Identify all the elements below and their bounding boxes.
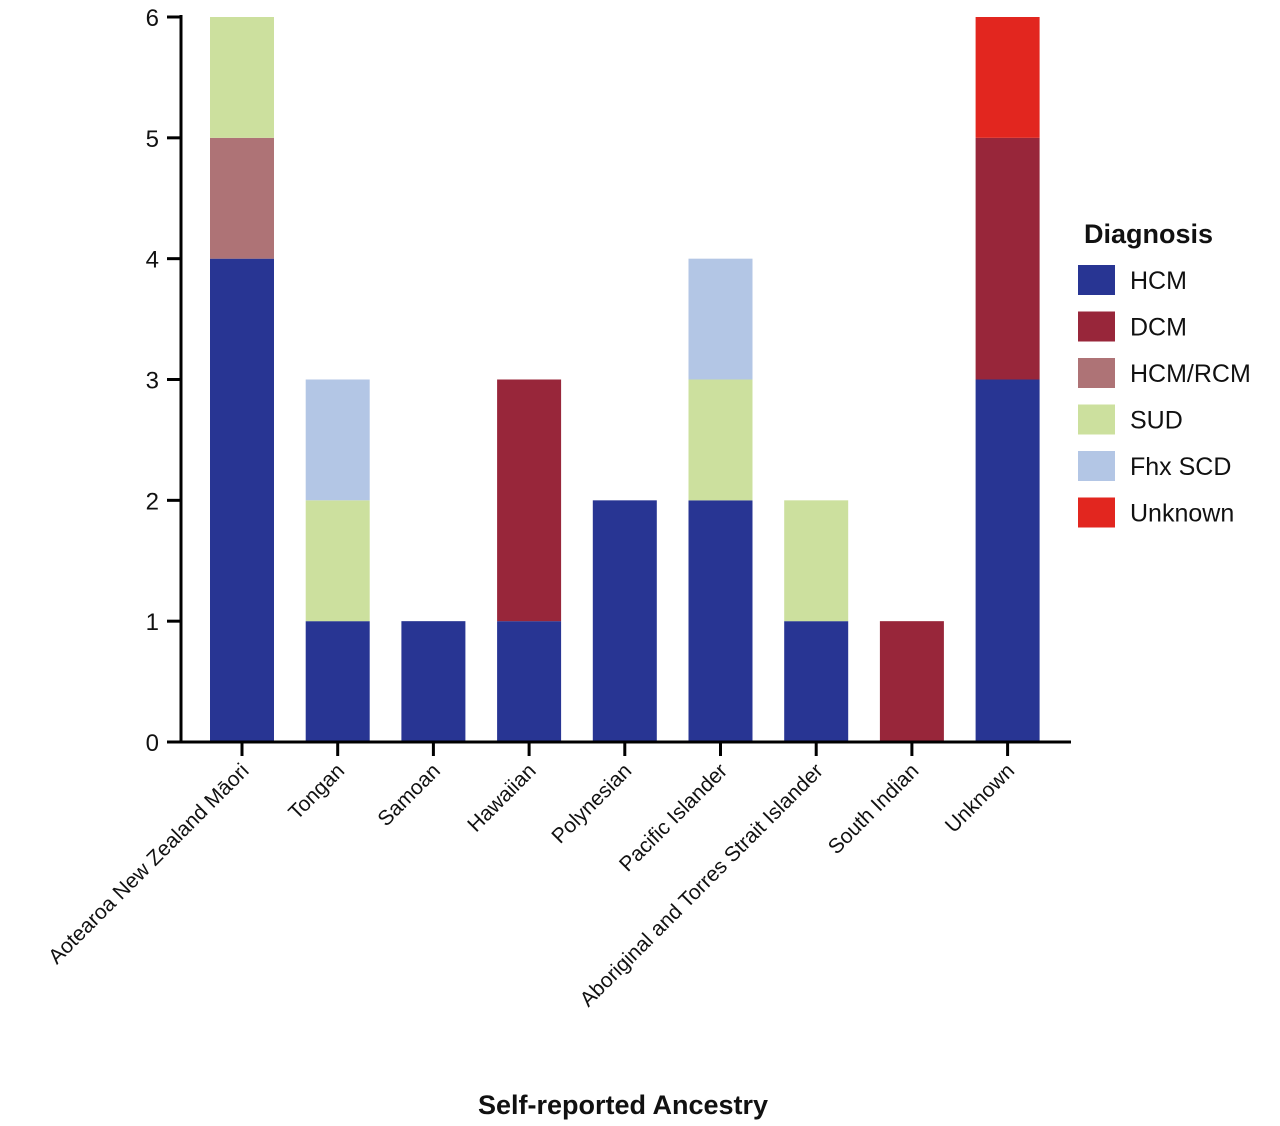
x-tick-label: Unknown	[941, 759, 1019, 837]
legend-label: HCM	[1130, 267, 1187, 295]
bar-segment	[497, 621, 562, 742]
legend-label: DCM	[1130, 314, 1187, 342]
legend-swatch	[1078, 451, 1115, 481]
bar-segment	[592, 500, 657, 742]
bar-segment	[784, 500, 849, 622]
bar-segment	[497, 379, 562, 622]
bar-segment	[975, 137, 1040, 380]
x-ticks-group: Aotearoa New Zealand Māori Tongan Samoan Ha…	[44, 742, 1019, 1011]
legend-title: Diagnosis	[1084, 219, 1213, 249]
bar-segment	[688, 379, 753, 501]
x-tick-label: Aotearoa New Zealand Māori	[44, 759, 253, 968]
legend-label: HCM/RCM	[1130, 360, 1251, 388]
bar-segment	[305, 379, 370, 501]
legend-label: Fhx SCD	[1130, 453, 1231, 481]
x-tick-label: Tongan	[284, 759, 349, 824]
bar-segment	[210, 258, 274, 742]
bar-segment	[401, 621, 466, 742]
legend-swatch	[1078, 265, 1115, 295]
legend-label: SUD	[1130, 407, 1183, 435]
y-tick-label: 2	[146, 488, 159, 515]
bars-group	[210, 17, 1040, 742]
bar-segment	[210, 137, 274, 259]
bar-segment	[688, 500, 753, 742]
bar-segment	[305, 500, 370, 622]
legend-swatch	[1078, 358, 1115, 388]
x-tick-label: Samoan	[373, 759, 445, 831]
x-tick-label: South Indian	[824, 759, 924, 859]
legend-swatch	[1078, 311, 1115, 342]
y-tick-label: 0	[146, 730, 159, 757]
bar-segment	[688, 258, 753, 380]
y-tick-label: 6	[146, 5, 159, 32]
y-ticks-group: 0 1 2 3 4 5 6	[146, 5, 181, 757]
y-tick-label: 5	[146, 126, 159, 153]
y-tick-label: 4	[146, 247, 159, 274]
legend: Diagnosis HCM DCM HCM/RCM SUD Fhx SCD Unknown	[1078, 219, 1251, 528]
x-tick-label: Hawaiian	[463, 759, 540, 836]
x-axis-title: Self-reported Ancestry	[478, 1090, 768, 1120]
x-tick-label: Polynesian	[547, 759, 636, 848]
bar-segment	[305, 621, 370, 742]
y-tick-label: 1	[146, 609, 159, 636]
legend-label: Unknown	[1130, 500, 1234, 528]
bar-segment	[975, 379, 1040, 742]
legend-swatch	[1078, 497, 1115, 528]
bar-segment	[879, 621, 944, 742]
bar-segment	[210, 17, 274, 138]
legend-swatch	[1078, 404, 1115, 435]
bar-segment	[784, 621, 849, 742]
y-tick-label: 3	[146, 368, 159, 395]
bar-segment	[975, 17, 1040, 138]
